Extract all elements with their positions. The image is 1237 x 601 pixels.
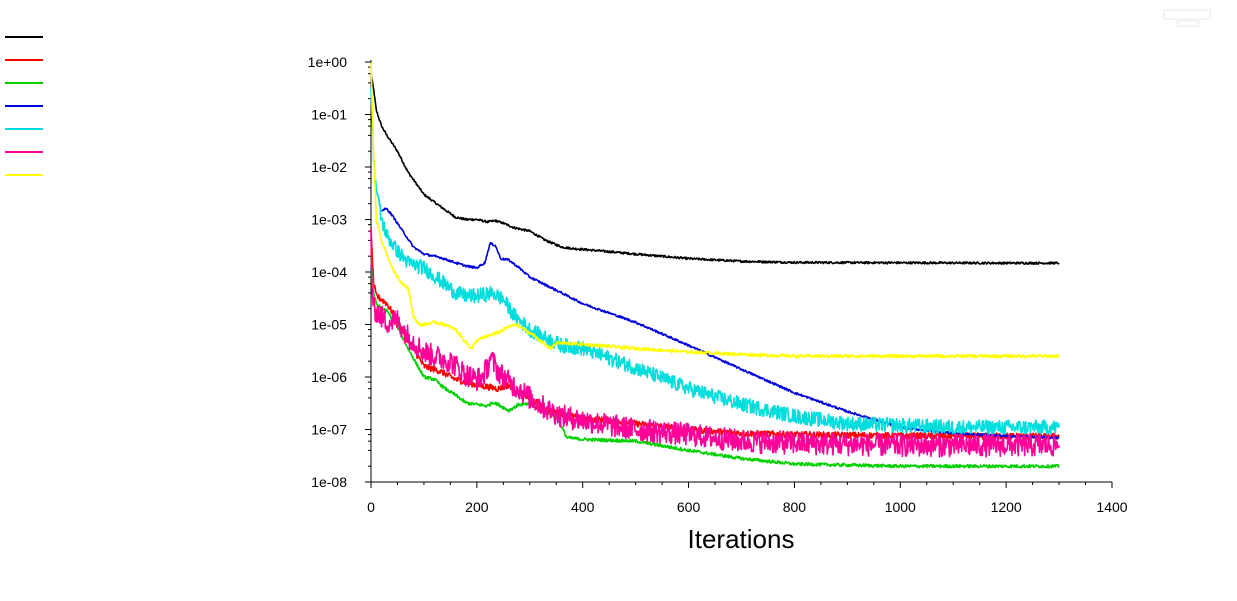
y-tick-label: 1e-02 (311, 159, 347, 175)
y-tick-label: 1e-05 (311, 317, 347, 333)
y-tick-label: 1e-08 (311, 474, 347, 490)
y-tick-label: 1e+00 (308, 54, 348, 70)
x-axis-title: Iterations (688, 524, 795, 554)
x-tick-label: 200 (465, 499, 489, 515)
series-line-1 (370, 73, 1060, 265)
x-tick-label: 600 (677, 499, 701, 515)
watermark-logo (1163, 9, 1211, 27)
y-tick-label: 1e-03 (311, 212, 347, 228)
y-tick-label: 1e-01 (311, 107, 347, 123)
x-tick-label: 400 (571, 499, 595, 515)
series-line-5 (370, 87, 1060, 436)
x-tick-label: 800 (783, 499, 807, 515)
series-line-4 (380, 207, 1060, 440)
series-line-3 (370, 256, 1060, 469)
x-tick-label: 1400 (1096, 499, 1127, 515)
x-tick-label: 0 (367, 499, 375, 515)
legend (5, 36, 43, 176)
y-tick-label: 1e-07 (311, 422, 347, 438)
x-tick-label: 1200 (991, 499, 1022, 515)
series-line-7 (370, 62, 1060, 359)
series-line-6 (370, 229, 1060, 458)
axes: 0 200 400 600 800 1000 1200 1400 1e+00 1e-01 1e-02… (308, 54, 1128, 515)
x-tick-label: 1000 (885, 499, 916, 515)
y-tick-label: 1e-06 (311, 369, 347, 385)
y-tick-label: 1e-04 (311, 264, 347, 280)
series-layer (370, 62, 1060, 469)
